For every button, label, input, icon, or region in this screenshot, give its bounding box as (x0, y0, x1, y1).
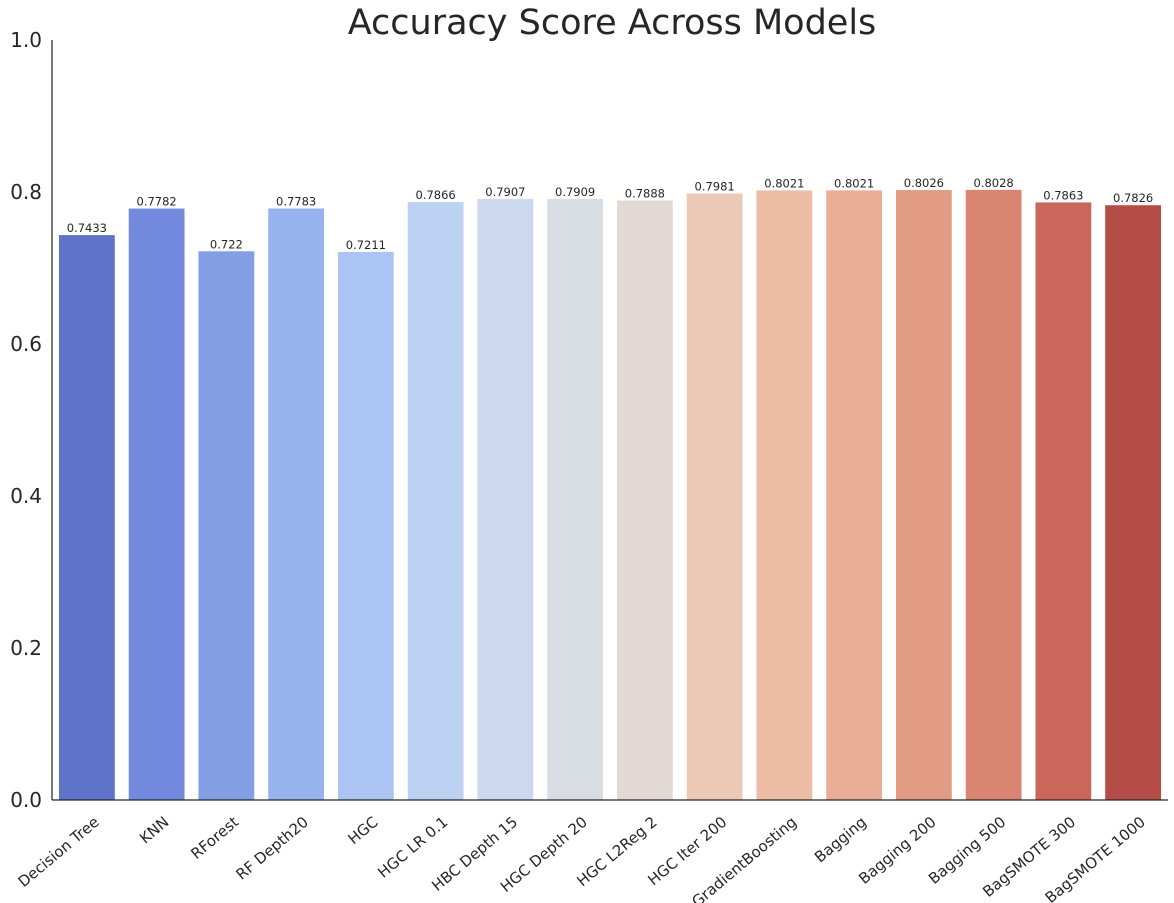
x-tick-label: KNN (136, 813, 172, 848)
bar (756, 190, 813, 800)
bar (686, 193, 743, 800)
bar (547, 198, 604, 801)
bar (965, 189, 1022, 800)
bar (337, 251, 394, 800)
bar (1105, 205, 1162, 801)
x-tick-label: RForest (187, 813, 242, 863)
bar-value-label: 0.8021 (764, 176, 804, 190)
bar-value-label: 0.7863 (1043, 188, 1083, 202)
bar (616, 200, 673, 800)
bar-value-label: 0.722 (210, 237, 243, 251)
bars-group (58, 189, 1162, 801)
x-tick-label: Bagging (811, 813, 870, 866)
y-tick-label: 1.0 (10, 28, 42, 52)
y-tick-label: 0.0 (10, 788, 42, 812)
bar-value-label: 0.7782 (137, 195, 177, 209)
bar-value-label: 0.7888 (625, 187, 665, 201)
bar-value-label: 0.7866 (416, 188, 456, 202)
bar (268, 208, 325, 801)
bar-value-label: 0.8028 (974, 176, 1014, 190)
bar-value-label: 0.7907 (485, 185, 525, 199)
bar (477, 199, 534, 800)
bar-value-label: 0.7826 (1113, 191, 1153, 205)
y-tick-label: 0.8 (10, 180, 42, 204)
bar-value-label: 0.8026 (904, 176, 944, 190)
chart-title: Accuracy Score Across Models (348, 3, 877, 43)
y-tick-label: 0.2 (10, 636, 42, 660)
bar (128, 208, 185, 800)
bar (1035, 202, 1092, 800)
data-labels-group: 0.7433 0.7782 0.722 0.7783 0.7211 0.7866 0.790… (67, 176, 1154, 252)
bar (895, 190, 952, 800)
bar-value-label: 0.7211 (346, 238, 386, 252)
bar-value-label: 0.7783 (276, 194, 316, 208)
bar (198, 251, 255, 800)
bar-value-label: 0.7981 (695, 179, 735, 193)
bar-value-label: 0.7909 (555, 185, 595, 199)
x-tick-label: RF Depth20 (232, 813, 311, 884)
bar-value-label: 0.8021 (834, 176, 874, 190)
y-tick-label: 0.6 (10, 332, 42, 356)
bar (826, 190, 883, 800)
y-tick-label: 0.4 (10, 484, 42, 508)
x-tick-label: HGC (345, 813, 382, 848)
bar-value-label: 0.7433 (67, 221, 107, 235)
bar (58, 235, 115, 801)
x-tick-label: Decision Tree (15, 813, 103, 891)
y-axis-ticks: 0.0 0.2 0.4 0.6 0.8 1.0 (10, 28, 42, 812)
bar (407, 202, 464, 800)
